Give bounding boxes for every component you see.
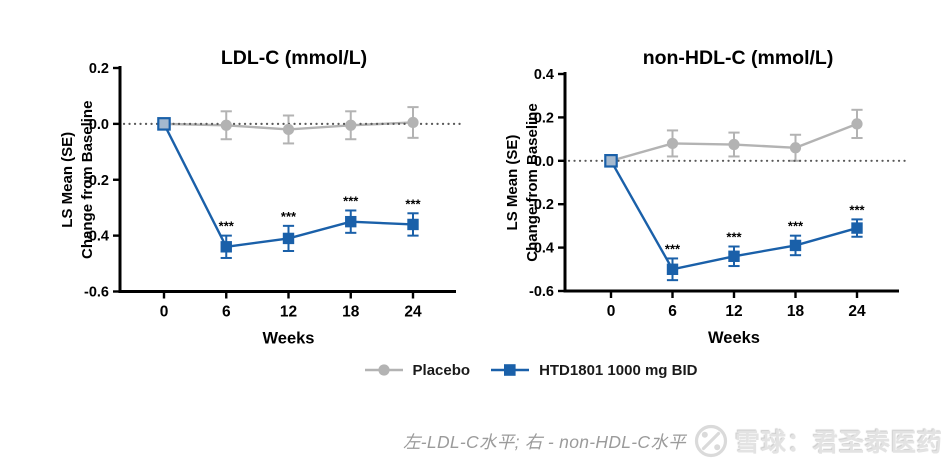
chart-ldl-c: 0.2 0.0 -0.2 -0.4 -0.6 0 6 12 18 24 LDL-C (mmol/L)… (59, 47, 463, 348)
y-axis-title: LS Mean (SE) (59, 132, 76, 228)
significance-label: *** (281, 209, 297, 224)
y-tick-label: -0.4 (529, 241, 554, 257)
significance-label: *** (849, 202, 865, 217)
x-tick-label: 12 (280, 304, 297, 321)
data-point-circle (728, 138, 740, 151)
y-axis-title: LS Mean (SE) (504, 135, 521, 231)
y-tick-label: 0.4 (534, 67, 554, 83)
x-tick-label: 18 (787, 303, 805, 320)
legend-item-htd1801: HTD1801 1000 mg BID (491, 362, 697, 379)
significance-label: *** (788, 219, 804, 234)
y-axis-title: Change from Baseline (524, 103, 541, 261)
significance-label: *** (219, 219, 235, 234)
data-point-circle (345, 119, 357, 131)
legend: Placebo HTD1801 1000 mg BID (57, 357, 948, 383)
y-tick-label: -0.2 (529, 197, 554, 213)
data-point-square (220, 241, 232, 253)
significance-label: *** (665, 241, 681, 256)
htd1801-legend-marker-icon (491, 364, 530, 376)
chart-title: non-HDL-C (mmol/L) (643, 47, 834, 69)
data-point-square (407, 218, 419, 231)
y-tick-label: -0.6 (84, 285, 109, 301)
watermark-brand-text: 雪球：君圣泰医药 (734, 429, 943, 457)
data-point-square (345, 215, 357, 228)
y-tick-label: 0.2 (89, 61, 109, 77)
watermark: 雪球：君圣泰医药 (693, 423, 943, 459)
chart-title: LDL-C (mmol/L) (221, 47, 367, 69)
caption-row: 左-LDL-C水平; 右 - non-HDL-C水平 雪球：君圣泰医药 (403, 422, 943, 460)
series-markers-htd1801: *** *** *** *** (604, 154, 866, 275)
x-axis-title: Weeks (708, 329, 760, 347)
data-point-circle (282, 123, 295, 136)
legend-item-placebo: Placebo (364, 361, 471, 379)
data-point-circle (220, 119, 232, 131)
significance-label: *** (343, 193, 359, 208)
data-point-circle (407, 116, 419, 129)
y-tick-label: -0.2 (84, 173, 109, 189)
y-axis-title: Change from Baseline (79, 101, 96, 259)
x-tick-label: 12 (725, 303, 742, 320)
x-tick-label: 6 (222, 304, 231, 321)
y-tick-label: 0.0 (534, 154, 554, 170)
y-tick-label: -0.6 (529, 284, 554, 300)
significance-label: *** (726, 230, 742, 245)
data-point-square (666, 263, 679, 275)
data-point-circle (666, 137, 679, 150)
series-line-htd1801 (609, 160, 863, 282)
data-point-square (728, 250, 740, 262)
data-point-square (851, 222, 863, 234)
x-axis-title: Weeks (263, 330, 315, 348)
significance-label: *** (405, 196, 421, 211)
data-point-circle (789, 142, 802, 154)
data-point-square-baseline (157, 117, 171, 131)
y-tick-label: -0.4 (84, 229, 109, 245)
x-tick-label: 24 (404, 304, 422, 321)
y-tick-label: 0.0 (89, 117, 109, 133)
series-markers-placebo (605, 118, 863, 167)
x-tick-label: 0 (160, 304, 169, 321)
data-point-circle (851, 118, 863, 130)
figure-caption: 左-LDL-C水平; 右 - non-HDL-C水平 (403, 431, 686, 452)
charts-canvas: 0.2 0.0 -0.2 -0.4 -0.6 0 6 12 18 24 LDL-C (mmol/L)… (59, 47, 908, 348)
x-tick-label: 18 (342, 304, 360, 321)
series-line-placebo (610, 108, 863, 162)
data-point-square (789, 239, 802, 252)
chart-non-hdl-c: 0.4 0.2 0.0 -0.2 -0.4 -0.6 0 6 12 18 24 non-HDL-C (… (504, 47, 908, 347)
x-tick-label: 6 (668, 303, 677, 320)
data-point-square (282, 232, 295, 245)
placebo-legend-marker-icon (364, 364, 403, 376)
x-tick-label: 24 (848, 303, 866, 320)
data-point-square-baseline (604, 154, 618, 168)
legend-label-htd1801: HTD1801 1000 mg BID (539, 361, 698, 379)
x-tick-label: 0 (607, 303, 616, 320)
y-tick-label: 0.2 (534, 110, 554, 126)
legend-label-placebo: Placebo (412, 361, 471, 379)
series-markers-htd1801: *** *** *** *** (157, 117, 422, 253)
xueqiu-logo-icon (694, 424, 728, 458)
